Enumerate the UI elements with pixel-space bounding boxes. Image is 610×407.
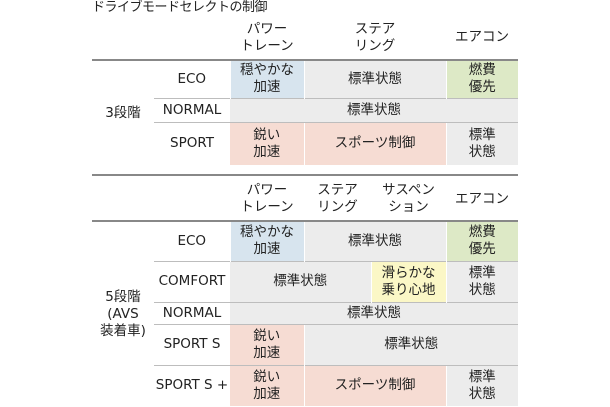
cell-eco-steering: 標準状態: [303, 59, 446, 98]
mode-label-comfort: COMFORT: [154, 260, 230, 302]
three-stage-table: パワー トレーン ステア リング エアコン 3段階 ECO 穏やかな 加速 標準…: [92, 16, 518, 165]
cell-sport-aircon: 標準 状態: [445, 121, 518, 165]
cell-eco-steering-suspension: 標準状態: [303, 220, 446, 261]
mode-label-sport-s-plus: SPORT S +: [154, 364, 230, 406]
cell-normal-all: 標準状態: [230, 301, 518, 324]
mode-label-normal: NORMAL: [154, 97, 230, 122]
cell-sport-s-plus-steering-suspension: スポーツ制御: [303, 364, 446, 406]
cell-eco-aircon: 燃費 優先: [445, 220, 518, 261]
cell-comfort-powertrain-steering: 標準状態: [230, 260, 371, 302]
cell-sport-powertrain: 鋭い 加速: [230, 121, 304, 165]
cell-comfort-suspension: 滑らかな 乗り心地: [370, 260, 446, 302]
cell-sport-steering: スポーツ制御: [303, 121, 446, 165]
header-powertrain: パワー トレーン: [230, 178, 304, 221]
header-aircon: エアコン: [446, 16, 518, 60]
header-suspension: サスペン ション: [371, 178, 446, 221]
header-steering: ステア リング: [304, 16, 446, 60]
cell-comfort-aircon: 標準 状態: [445, 260, 518, 302]
cell-eco-powertrain: 穏やかな 加速: [229, 59, 304, 98]
cell-eco-powertrain: 穏やかな 加速: [229, 220, 304, 261]
cell-sport-s-plus-aircon: 標準 状態: [445, 364, 518, 406]
table-divider: [92, 174, 518, 176]
figure-title: ドライブモードセレクトの制御: [92, 0, 268, 15]
header-powertrain: パワー トレーン: [230, 16, 304, 60]
cell-eco-aircon: 燃費 優先: [445, 59, 518, 98]
header-steering: ステア リング: [304, 178, 371, 221]
five-stage-table: パワー トレーン ステア リング サスペン ション エアコン 5段階 (AVS …: [92, 178, 518, 406]
mode-label-eco: ECO: [154, 220, 230, 261]
mode-label-sport-s: SPORT S: [154, 323, 230, 365]
cell-sport-s-rest: 標準状態: [303, 323, 518, 365]
mode-label-normal: NORMAL: [154, 301, 230, 324]
group-label-3-stage: 3段階: [92, 59, 154, 165]
mode-label-eco: ECO: [154, 59, 230, 98]
cell-normal-all: 標準状態: [230, 97, 518, 122]
cell-sport-s-powertrain: 鋭い 加速: [230, 323, 304, 365]
cell-sport-s-plus-powertrain: 鋭い 加速: [230, 364, 304, 406]
mode-label-sport: SPORT: [154, 121, 230, 165]
group-label-5-stage: 5段階 (AVS 装着車): [92, 220, 154, 406]
header-aircon: エアコン: [446, 178, 518, 221]
